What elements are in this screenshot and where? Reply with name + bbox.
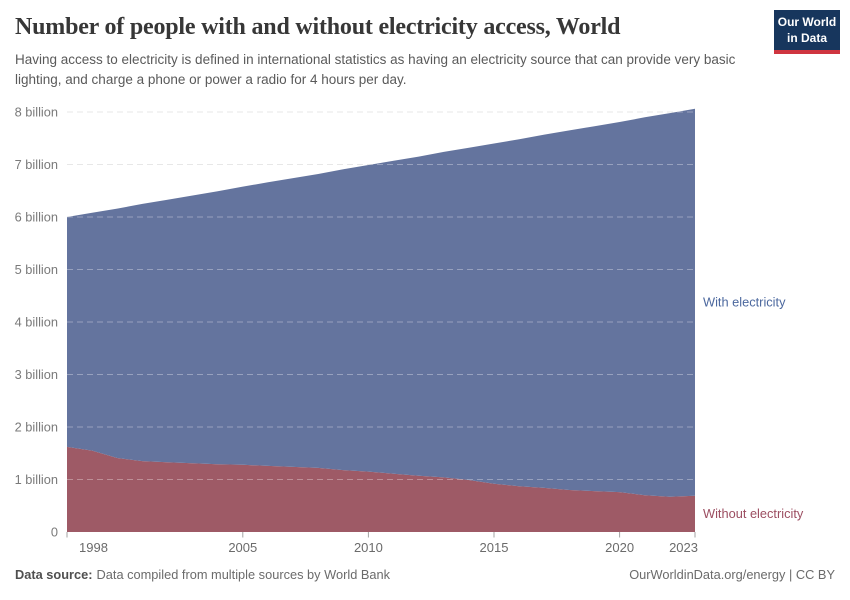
y-axis-label: 0 — [51, 525, 58, 540]
y-axis-label: 7 billion — [15, 157, 58, 172]
y-axis-label: 8 billion — [15, 105, 58, 120]
chart-subtitle: Having access to electricity is defined … — [15, 52, 736, 88]
x-axis-label: 2005 — [228, 540, 257, 555]
y-axis-label: 6 billion — [15, 210, 58, 225]
data-source-label: Data source: — [15, 567, 93, 582]
data-source: Data source: Data compiled from multiple … — [15, 567, 390, 582]
area-with-electricity[interactable] — [67, 108, 695, 497]
stacked-area-chart: 0 1 billion 2 billion 3 billion 4 billion 5 b… — [15, 105, 804, 556]
chart-title: Number of people with and without electr… — [15, 14, 621, 40]
chart-footer: Data source: Data compiled from multiple … — [15, 567, 835, 582]
owid-logo[interactable]: Our World in Data — [774, 10, 840, 55]
series-label-without-electricity[interactable]: Without electricity — [703, 506, 804, 521]
y-axis-label: 2 billion — [15, 420, 58, 435]
credit-link[interactable]: OurWorldinData.org/energy | CC BY — [629, 567, 835, 582]
series-label-with-electricity[interactable]: With electricity — [703, 294, 786, 309]
x-axis-label: 2010 — [354, 540, 383, 555]
x-axis-label: 2015 — [480, 540, 509, 555]
owid-logo-line2: in Data — [786, 30, 827, 45]
x-axis-label: 2023 — [669, 540, 698, 555]
y-axis-label: 1 billion — [15, 472, 58, 487]
y-axis-label: 5 billion — [15, 262, 58, 277]
y-axis-label: 4 billion — [15, 315, 58, 330]
x-axis-label: 2020 — [605, 540, 634, 555]
area-without-electricity[interactable] — [67, 446, 695, 532]
x-axis-label: 1998 — [79, 540, 108, 555]
y-axis-label: 3 billion — [15, 367, 58, 382]
chart-header: Number of people with and without electr… — [15, 14, 760, 91]
data-source-text: Data compiled from multiple sources by W… — [96, 567, 391, 582]
owid-logo-line1: Our World — [777, 15, 837, 29]
